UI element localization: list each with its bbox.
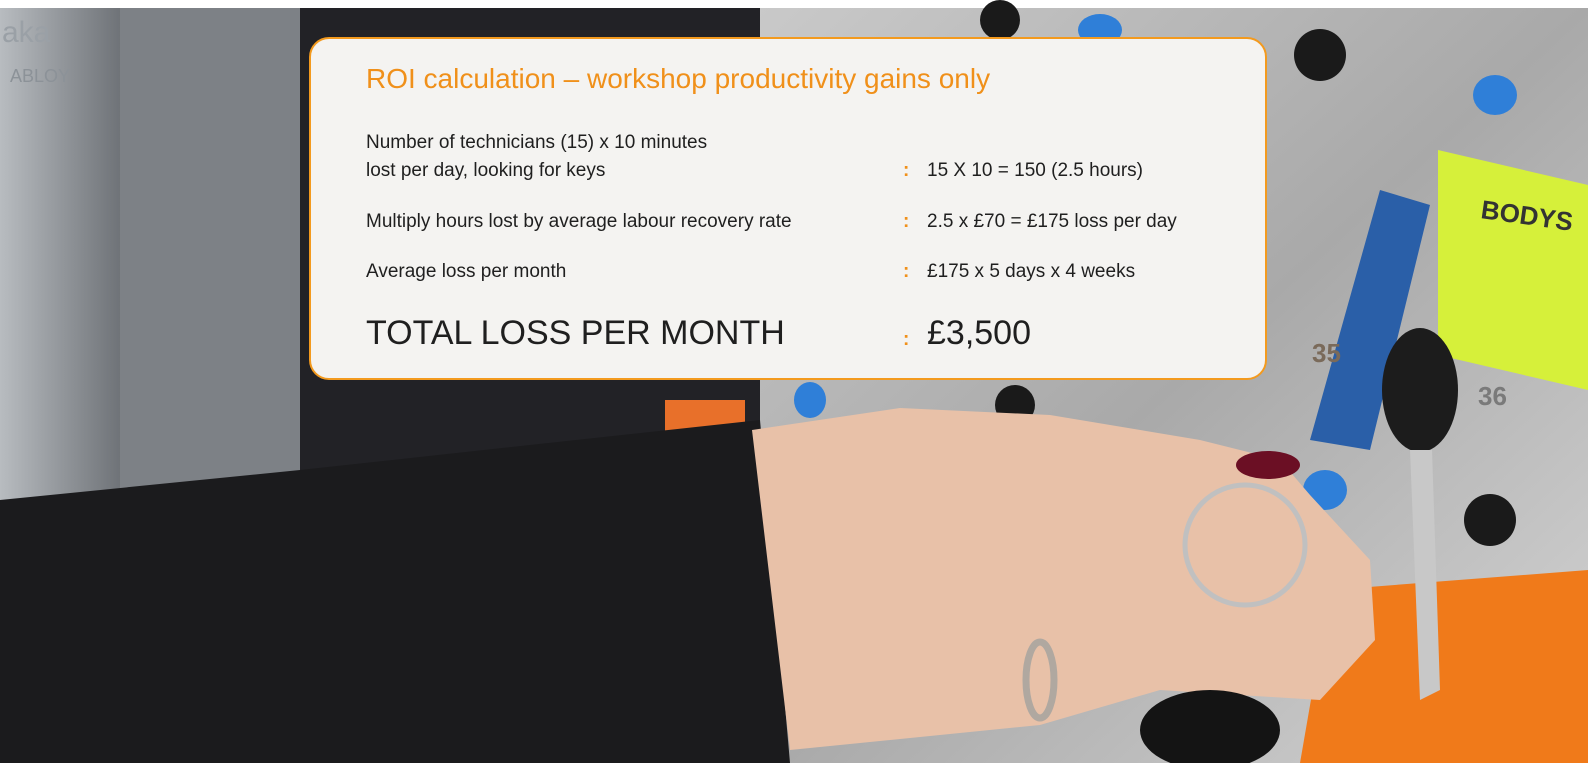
peg	[1473, 75, 1517, 115]
hole	[1294, 29, 1346, 81]
photo-text: ABLOY	[10, 66, 70, 86]
car-key	[1382, 328, 1458, 452]
row-label: lost per day, looking for keys	[366, 157, 605, 185]
separator: :	[903, 160, 909, 182]
roi-card: ROI calculation – workshop productivity …	[309, 37, 1267, 380]
total-label: TOTAL LOSS PER MONTH	[366, 311, 785, 355]
total-value: £3,500	[927, 311, 1031, 355]
separator: :	[903, 329, 909, 351]
photo-text: 36	[1478, 381, 1507, 411]
row-value: £175 x 5 days x 4 weeks	[927, 258, 1135, 286]
separator: :	[903, 261, 909, 283]
green-label	[1438, 150, 1588, 390]
peg	[794, 382, 826, 418]
page: {"card": {"title": "ROI calculation – wo…	[0, 0, 1588, 763]
row-label: Number of technicians (15) x 10 minutes	[366, 129, 707, 157]
separator: :	[903, 211, 909, 233]
card-title: ROI calculation – workshop productivity …	[366, 63, 990, 95]
row-label: Multiply hours lost by average labour re…	[366, 208, 792, 236]
row-value: 2.5 x £70 = £175 loss per day	[927, 208, 1177, 236]
page-body: aka ABLOY BODYS 35 36 ROI calculation – …	[0, 0, 1588, 763]
row-value: 15 X 10 = 150 (2.5 hours)	[927, 157, 1143, 185]
photo-text: 35	[1312, 338, 1341, 368]
row-label: Average loss per month	[366, 258, 566, 286]
fingernail	[1236, 451, 1300, 479]
hole	[980, 0, 1020, 40]
hole	[1464, 494, 1516, 546]
mid-panel	[120, 8, 310, 508]
photo-text: aka	[2, 16, 51, 49]
